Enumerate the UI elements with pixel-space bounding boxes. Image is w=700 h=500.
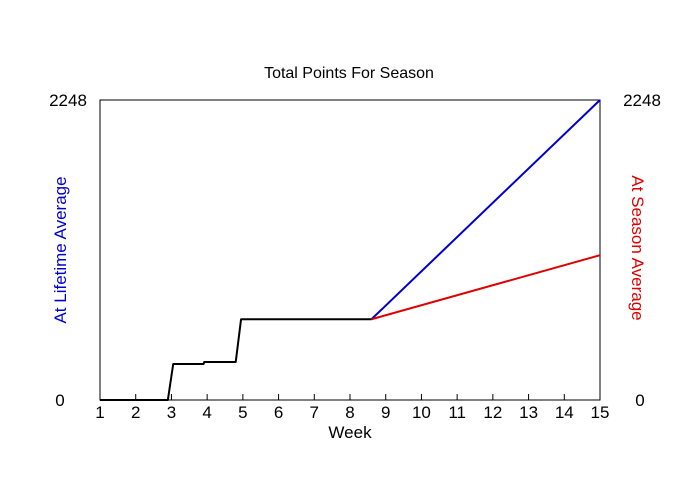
y-right-min-label: 0	[635, 391, 644, 410]
x-tick-label: 13	[519, 403, 538, 422]
x-tick-label: 2	[131, 403, 140, 422]
y-axis-label-right: At Season Average	[628, 175, 647, 320]
series-layer	[100, 99, 601, 401]
x-tick-label: 11	[448, 403, 466, 422]
x-tick-label: 12	[483, 403, 502, 422]
y-right-max-label: 2248	[623, 91, 661, 110]
series-line-at-lifetime-average	[370, 99, 601, 320]
series-line-at-season-average	[371, 254, 601, 321]
chart-title: Total Points For Season	[264, 65, 434, 82]
x-tick-label: 7	[310, 403, 319, 422]
y-left-max-label: 2248	[49, 91, 87, 110]
x-tick-label: 5	[238, 403, 247, 422]
x-tick-label: 10	[412, 403, 431, 422]
y-axis-label-left: At Lifetime Average	[51, 176, 70, 323]
x-tick-label: 15	[591, 403, 610, 422]
x-tick-label: 1	[95, 403, 104, 422]
series-line-actual	[100, 318, 372, 401]
x-tick-label: 8	[345, 403, 354, 422]
x-axis-label: Week	[328, 423, 372, 442]
x-tick-label: 4	[202, 403, 211, 422]
x-tick-label: 6	[274, 403, 283, 422]
x-tick-label: 9	[381, 403, 390, 422]
x-axis-ticks: 1 2 3 4 5 6 7 8 9 10 11 12 13 14 15	[95, 394, 609, 422]
y-left-min-label: 0	[55, 391, 64, 410]
x-tick-label: 3	[167, 403, 176, 422]
x-tick-label: 14	[555, 403, 574, 422]
